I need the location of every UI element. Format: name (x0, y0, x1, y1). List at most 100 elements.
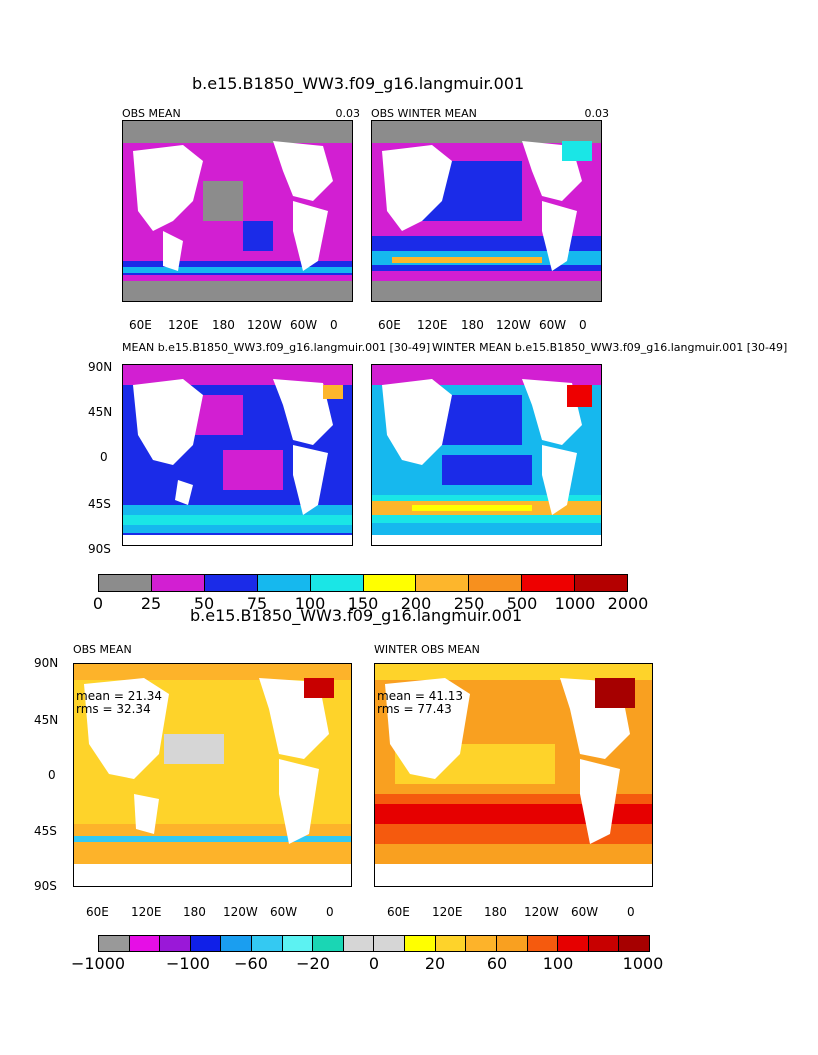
lat-tick: 90S (88, 542, 111, 556)
colorbar-label: 100 (542, 954, 574, 973)
colorbar-swatch (204, 575, 258, 591)
bottom-colorbar (98, 935, 650, 952)
colorbar-swatch (619, 936, 649, 951)
colorbar-swatch (257, 575, 311, 591)
lon-tick: 180 (461, 318, 484, 332)
lon-tick: 60W (539, 318, 567, 332)
colorbar-label: 0 (92, 594, 104, 613)
panel-e-mean-stat: mean = 21.34 (76, 689, 163, 703)
top-row1-lon-ticks-right: 60E 120E 180 120W 60W 0 (371, 318, 602, 332)
map-panel-obs-mean (122, 120, 353, 302)
colorbar-label: −60 (234, 954, 268, 973)
panel-f-mean-stat: mean = 41.13 (377, 689, 464, 703)
panel-e-title: OBS MEAN (73, 643, 132, 656)
colorbar-swatch (252, 936, 283, 951)
lon-tick: 0 (579, 318, 587, 332)
colorbar-label: 2000 (607, 594, 649, 613)
lon-tick: 0 (330, 318, 338, 332)
colorbar-swatch (99, 575, 152, 591)
map-bottom-obs-mean (74, 664, 351, 886)
colorbar-swatch (435, 936, 467, 951)
top-colorbar (98, 574, 628, 592)
panel-e-rms-stat: rms = 32.34 (76, 702, 151, 716)
colorbar-label: 500 (506, 594, 538, 613)
lon-tick: 60W (571, 905, 599, 919)
map-obs-winter-mean (372, 121, 601, 301)
lat-tick: 45S (34, 824, 57, 838)
colorbar-label: −20 (296, 954, 330, 973)
colorbar-label: 20 (424, 954, 446, 973)
colorbar-swatch (405, 936, 436, 951)
top-figure-title: b.e15.B1850_WW3.f09_g16.langmuir.001 (192, 74, 525, 93)
lat-tick: 0 (100, 450, 108, 464)
map-panel-model-winter-mean (371, 364, 602, 546)
map-panel-model-mean (122, 364, 353, 546)
map-panel-bottom-obs-mean (73, 663, 352, 887)
lon-tick: 60E (86, 905, 109, 919)
panel-b-title: OBS WINTER MEAN (371, 107, 477, 120)
colorbar-label: 0 (368, 954, 380, 973)
lon-tick: 120E (432, 905, 463, 919)
bottom-figure-title: b.e15.B1850_WW3.f09_g16.langmuir.001 (190, 606, 523, 625)
lat-tick: 90N (88, 360, 113, 374)
lon-tick: 60E (387, 905, 410, 919)
colorbar-label: 1000 (554, 594, 596, 613)
colorbar-swatch (151, 575, 205, 591)
lon-tick: 120E (131, 905, 162, 919)
panel-f-title: WINTER OBS MEAN (374, 643, 480, 656)
bottom-lon-ticks-right: 60E 120E 180 120W 60W 0 (374, 905, 653, 919)
colorbar-label: −100 (166, 954, 210, 973)
lon-tick: 60E (129, 318, 152, 332)
lon-tick: 120E (417, 318, 448, 332)
colorbar-swatch (558, 936, 589, 951)
lon-tick: 120W (223, 905, 258, 919)
lat-tick: 90S (34, 879, 57, 893)
colorbar-label: −1000 (70, 954, 126, 973)
map-panel-bottom-winter-obs-mean (374, 663, 653, 887)
colorbar-label: 25 (140, 594, 162, 613)
panel-c-title: MEAN b.e15.B1850_WW3.f09_g16.langmuir.00… (122, 341, 431, 354)
lon-tick: 60E (378, 318, 401, 332)
colorbar-swatch (363, 575, 417, 591)
colorbar-swatch (588, 936, 620, 951)
lon-tick: 180 (183, 905, 206, 919)
colorbar-swatch (527, 936, 559, 951)
lon-tick: 180 (212, 318, 235, 332)
colorbar-label: 250 (453, 594, 485, 613)
lat-tick: 45N (34, 713, 59, 727)
lon-tick: 120W (524, 905, 559, 919)
lat-tick: 45N (88, 405, 113, 419)
colorbar-swatch (310, 575, 364, 591)
colorbar-label: 60 (486, 954, 508, 973)
panel-f-rms-stat: rms = 77.43 (377, 702, 452, 716)
lat-tick: 45S (88, 497, 111, 511)
panel-a-title: OBS MEAN (122, 107, 181, 120)
bottom-lon-ticks-left: 60E 120E 180 120W 60W 0 (73, 905, 352, 919)
map-panel-obs-winter-mean (371, 120, 602, 302)
panel-d-title: WINTER MEAN b.e15.B1850_WW3.f09_g16.lang… (432, 341, 788, 354)
lat-tick: 90N (34, 656, 59, 670)
colorbar-swatch (522, 575, 576, 591)
colorbar-swatch (99, 936, 130, 951)
map-bottom-winter-obs-mean (375, 664, 652, 886)
colorbar-swatch (343, 936, 375, 951)
colorbar-swatch (313, 936, 344, 951)
top-row1-lon-ticks-left: 60E 120E 180 120W 60W 0 (122, 318, 353, 332)
map-model-mean (123, 365, 352, 545)
map-model-winter-mean (372, 365, 601, 545)
colorbar-swatch (469, 575, 523, 591)
panel-a-value: 0.03 (335, 107, 361, 120)
colorbar-label: 50 (193, 594, 215, 613)
lon-tick: 120W (496, 318, 531, 332)
colorbar-label: 150 (347, 594, 379, 613)
lon-tick: 60W (270, 905, 298, 919)
lon-tick: 0 (326, 905, 334, 919)
lon-tick: 120E (168, 318, 199, 332)
lon-tick: 180 (484, 905, 507, 919)
colorbar-swatch (466, 936, 497, 951)
colorbar-swatch (160, 936, 191, 951)
colorbar-swatch (575, 575, 628, 591)
colorbar-label: 100 (294, 594, 326, 613)
colorbar-swatch (282, 936, 314, 951)
colorbar-label: 200 (400, 594, 432, 613)
